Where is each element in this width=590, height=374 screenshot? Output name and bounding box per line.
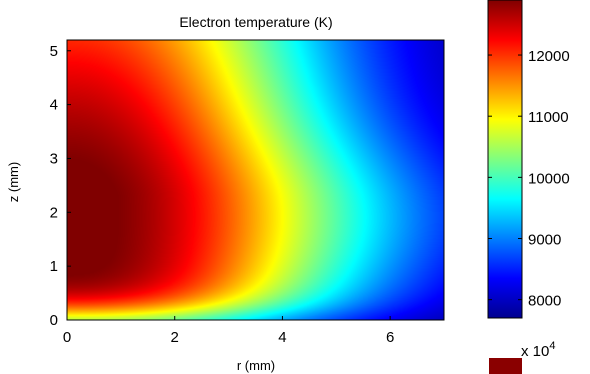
x-tick-label: 6 [386, 329, 394, 346]
y-axis-label: z (mm) [6, 162, 21, 202]
x-tick-label: 4 [278, 329, 286, 346]
colorbar-tick-label: 9000 [528, 232, 561, 249]
x-tick-label: 2 [171, 329, 179, 346]
second-colorbar-top [489, 358, 522, 374]
second-colorbar-multiplier: x 104 [521, 340, 555, 360]
colorbar-ticks: 8000 9000 10000 11000 12000 [488, 48, 570, 310]
heatmap-image [67, 40, 444, 320]
x-axis: 0 2 4 6 [63, 316, 394, 346]
colorbar-tick-label: 10000 [528, 170, 570, 187]
y-tick-label: 5 [50, 43, 58, 60]
y-tick-label: 4 [50, 97, 58, 114]
colorbar: 8000 9000 10000 11000 12000 [487, 0, 570, 319]
chart-title: Electron temperature (K) [179, 14, 332, 30]
heatmap [66, 39, 445, 321]
y-tick-label: 3 [50, 150, 58, 167]
colorbar-gradient [487, 0, 523, 319]
x-axis-label: r (mm) [237, 358, 275, 373]
y-axis: 0 1 2 3 4 5 [50, 43, 71, 329]
colorbar-tick-label: 8000 [528, 293, 561, 310]
x-tick-label: 0 [63, 329, 71, 346]
second-colorbar: x 104 [489, 340, 555, 374]
colorbar-tick-label: 12000 [528, 48, 570, 65]
y-tick-label: 1 [50, 258, 58, 275]
y-tick-label: 0 [50, 312, 58, 329]
y-tick-label: 2 [50, 204, 58, 221]
plot-frame [66, 39, 445, 321]
colorbar-tick-label: 11000 [528, 109, 569, 126]
